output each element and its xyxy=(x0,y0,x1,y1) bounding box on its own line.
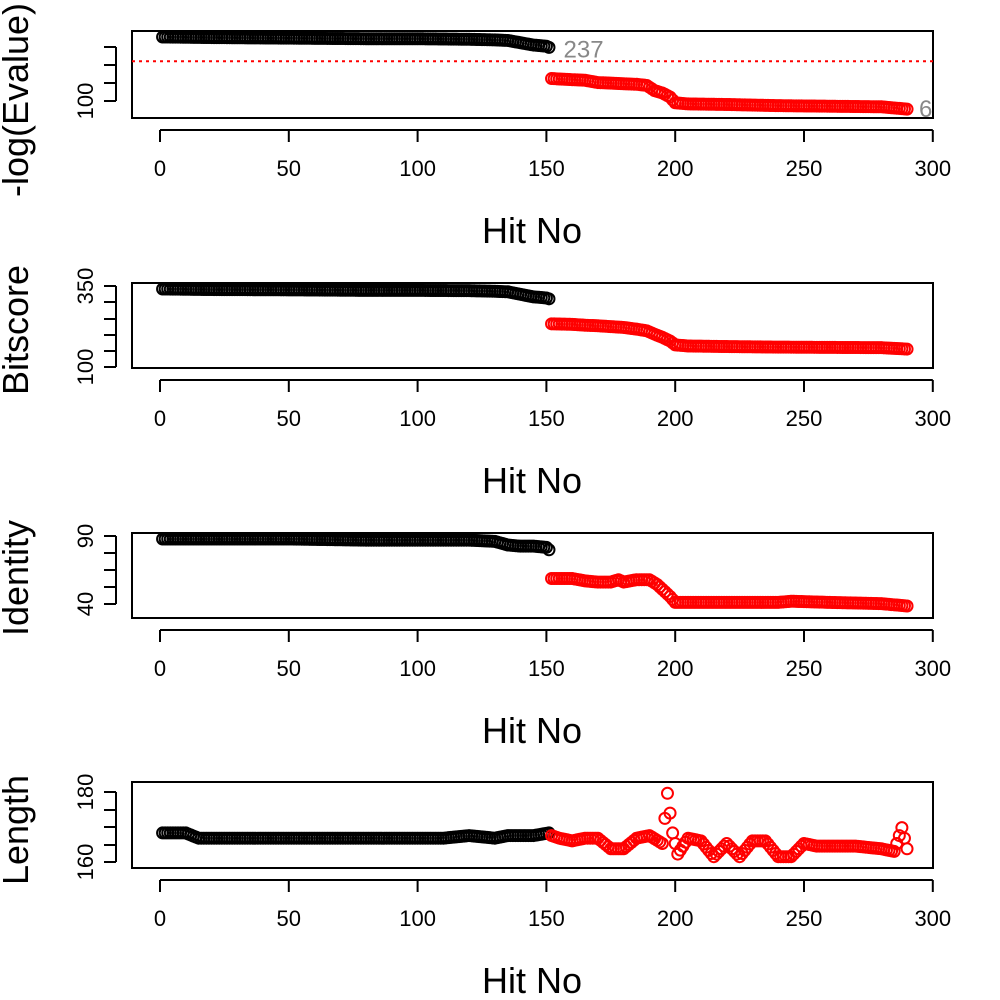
points-group xyxy=(132,31,933,116)
data-point xyxy=(730,847,744,861)
x-axis-title: Hit No xyxy=(482,210,582,251)
data-point xyxy=(542,40,556,54)
x-axis-title: Hit No xyxy=(482,460,582,501)
x-axis-title: Hit No xyxy=(482,710,582,751)
x-tick-label: 250 xyxy=(786,156,823,181)
plot-frame xyxy=(131,781,934,869)
points-group xyxy=(156,786,914,864)
data-point xyxy=(900,842,914,856)
y-tick-label: 160 xyxy=(73,844,98,881)
panel-2: 0 50 100 150 200 250 300 100 350 Hit No Bitscore xyxy=(0,265,951,501)
x-tick-label: 200 xyxy=(657,406,694,431)
data-point xyxy=(666,826,680,840)
data-point xyxy=(900,102,914,116)
y-tick-label: 350 xyxy=(73,268,98,305)
data-point xyxy=(900,342,914,356)
series-1 xyxy=(156,31,556,54)
x-tick-label: 150 xyxy=(528,406,565,431)
points-group xyxy=(156,533,914,613)
x-tick-label: 250 xyxy=(786,656,823,681)
series-2 xyxy=(545,786,914,864)
panel-1: 0 50 100 150 200 250 300 100 Hit No -log(Evalue) 2… xyxy=(0,3,951,251)
y-tick-label: 100 xyxy=(73,83,98,120)
data-point xyxy=(542,292,556,306)
y-axis-title: Length xyxy=(0,775,36,885)
data-point xyxy=(663,806,677,820)
y-tick-label: 180 xyxy=(73,774,98,811)
data-point xyxy=(717,839,731,853)
y-tick-label: 90 xyxy=(73,524,98,548)
x-tick-label: 50 xyxy=(277,906,301,931)
series-2 xyxy=(545,317,914,356)
series-2 xyxy=(545,571,914,613)
x-tick-label: 300 xyxy=(914,406,951,431)
plot-frame xyxy=(131,282,934,369)
y-tick-label: 100 xyxy=(73,349,98,386)
x-tick-label: 50 xyxy=(277,156,301,181)
x-tick-label: 100 xyxy=(399,156,436,181)
x-tick-label: 150 xyxy=(528,156,565,181)
series-1 xyxy=(156,533,556,557)
x-tick-label: 100 xyxy=(399,656,436,681)
x-tick-label: 300 xyxy=(914,156,951,181)
x-tick-label: 50 xyxy=(277,656,301,681)
x-tick-label: 0 xyxy=(154,406,166,431)
x-tick-label: 50 xyxy=(277,406,301,431)
data-point xyxy=(900,599,914,613)
y-axis-title: Identity xyxy=(0,520,36,636)
y-tick-label: 40 xyxy=(73,592,98,616)
x-tick-label: 150 xyxy=(528,656,565,681)
x-tick-label: 200 xyxy=(657,906,694,931)
x-tick-label: 0 xyxy=(154,906,166,931)
series-2 xyxy=(545,72,914,116)
plot-frame xyxy=(131,30,934,119)
plot-frame xyxy=(131,532,934,619)
data-point xyxy=(655,837,669,850)
x-tick-label: 0 xyxy=(154,656,166,681)
point-annotation: 237 xyxy=(564,37,604,64)
panel-3: 0 50 100 150 200 250 300 40 90 Hit No Identity xyxy=(0,520,951,751)
x-tick-label: 0 xyxy=(154,156,166,181)
series-1 xyxy=(156,283,556,306)
x-tick-label: 300 xyxy=(914,656,951,681)
x-tick-label: 100 xyxy=(399,906,436,931)
points-group xyxy=(156,283,914,356)
x-axis-title: Hit No xyxy=(482,960,582,1000)
y-axis-title: Bitscore xyxy=(0,265,36,395)
point-annotation: 6 xyxy=(919,96,932,123)
data-point xyxy=(704,847,718,861)
x-tick-label: 100 xyxy=(399,406,436,431)
data-point xyxy=(542,543,556,557)
x-tick-label: 250 xyxy=(786,406,823,431)
data-point xyxy=(660,786,674,800)
series-1 xyxy=(156,826,556,845)
panel-4: 0 50 100 150 200 250 300 160 180 Hit No Length xyxy=(0,774,951,1000)
x-tick-label: 300 xyxy=(914,906,951,931)
x-tick-label: 150 xyxy=(528,906,565,931)
x-tick-label: 200 xyxy=(657,656,694,681)
data-point xyxy=(539,540,553,554)
x-tick-label: 200 xyxy=(657,156,694,181)
x-tick-label: 250 xyxy=(786,906,823,931)
y-axis-title: -log(Evalue) xyxy=(0,3,36,197)
data-point xyxy=(887,844,901,858)
